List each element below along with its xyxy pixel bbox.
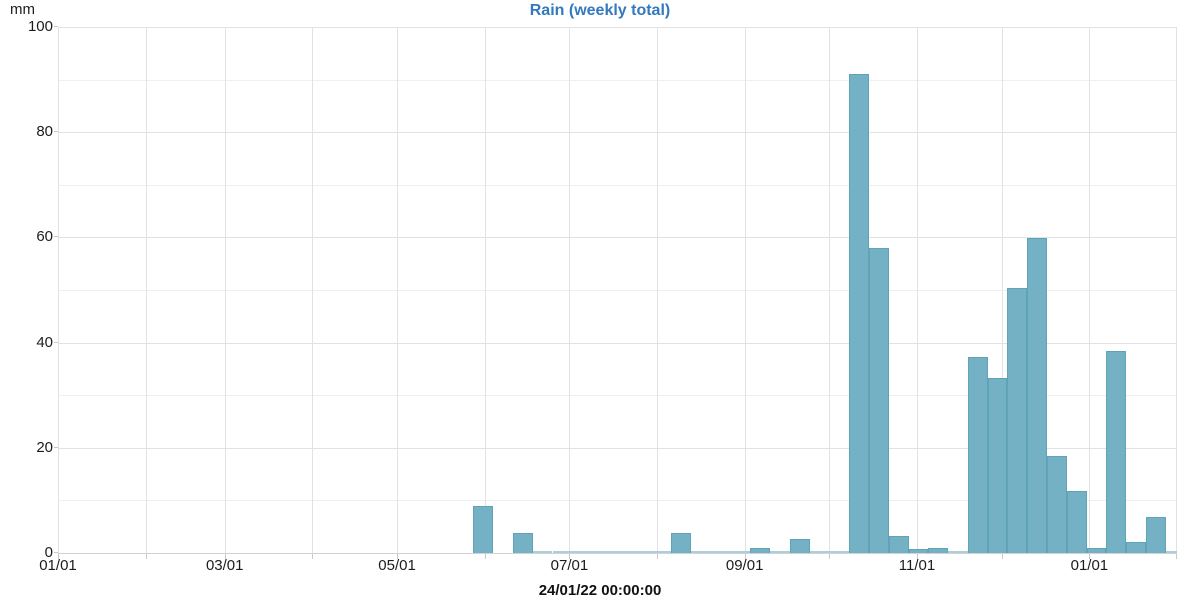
- gridline-vertical: [145, 27, 147, 553]
- y-axis-tick-mark: [54, 341, 58, 343]
- rain-bar-week-49[interactable]: [1027, 238, 1047, 553]
- rain-bar-week-48[interactable]: [1007, 287, 1028, 553]
- rain-bar-week-21[interactable]: [473, 505, 494, 553]
- rain-bar-week-46[interactable]: [967, 356, 988, 553]
- rain-bar-week-31[interactable]: [671, 533, 691, 553]
- gridline-vertical: [569, 27, 571, 553]
- footer-timestamp: 24/01/22 00:00:00: [538, 582, 662, 599]
- y-axis-tick-label: 20: [36, 438, 53, 456]
- gridline-horizontal: [58, 132, 1177, 134]
- y-axis-tick-label: 80: [36, 123, 53, 141]
- x-axis-tick-mark: [1176, 554, 1177, 559]
- gridline-horizontal: [58, 237, 1177, 239]
- plot-area[interactable]: [58, 27, 1177, 553]
- x-axis-tick-label: 01/01: [1070, 557, 1109, 574]
- x-axis-tick-label: 01/01: [39, 557, 77, 574]
- x-axis-tick-mark: [224, 554, 226, 559]
- gridline-horizontal: [58, 79, 1177, 81]
- rain-bar-week-27[interactable]: [592, 551, 612, 553]
- rain-bar-week-55[interactable]: [1145, 516, 1166, 553]
- gridline-vertical: [1001, 27, 1003, 553]
- rain-bar-week-42[interactable]: [888, 535, 909, 553]
- rain-bar-week-28[interactable]: [611, 551, 632, 553]
- rain-bar-week-25[interactable]: [552, 551, 573, 553]
- x-axis-tick-mark: [484, 554, 486, 559]
- gridline-horizontal: [58, 395, 1177, 397]
- gridline-vertical: [397, 27, 399, 553]
- rain-bar-week-38[interactable]: [809, 551, 830, 553]
- y-axis-tick-label: 60: [36, 228, 53, 246]
- gridline-vertical: [657, 27, 659, 553]
- x-axis-tick-mark: [829, 554, 831, 559]
- gridline-vertical: [484, 27, 486, 553]
- gridline-vertical: [917, 27, 919, 553]
- y-axis-tick-label: 0: [44, 544, 53, 561]
- rain-bar-week-51[interactable]: [1066, 491, 1087, 553]
- x-axis-tick-mark: [917, 554, 919, 559]
- x-axis-tick-mark: [145, 554, 147, 559]
- rain-bar-week-50[interactable]: [1047, 455, 1067, 553]
- gridline-horizontal: [58, 500, 1177, 502]
- gridline-vertical: [58, 27, 59, 553]
- gridline-vertical: [829, 27, 831, 553]
- rain-bar-week-39[interactable]: [829, 551, 850, 553]
- gridline-vertical: [312, 27, 314, 553]
- x-axis-tick-label: 09/01: [725, 557, 764, 574]
- y-axis-tick-label: 40: [36, 333, 53, 351]
- rain-bar-week-23[interactable]: [512, 533, 533, 553]
- rain-bar-week-29[interactable]: [631, 551, 652, 553]
- rain-bar-week-44[interactable]: [928, 547, 949, 553]
- rain-bar-week-53[interactable]: [1106, 350, 1127, 553]
- gridline-vertical: [224, 27, 226, 553]
- rain-bar-week-54[interactable]: [1126, 542, 1146, 553]
- x-axis-tick-label: 07/01: [550, 557, 589, 574]
- x-axis-tick-mark: [312, 554, 314, 559]
- rain-bar-week-36[interactable]: [770, 551, 790, 553]
- rain-bar-week-32[interactable]: [690, 551, 711, 553]
- rain-bar-week-33[interactable]: [710, 551, 731, 553]
- rain-bar-week-45[interactable]: [948, 551, 968, 553]
- gridline-horizontal: [58, 447, 1177, 449]
- gridline-horizontal: [58, 290, 1177, 291]
- gridline-vertical: [1089, 27, 1091, 553]
- rain-bar-week-35[interactable]: [750, 547, 771, 553]
- rain-bar-week-56[interactable]: [1165, 551, 1177, 553]
- x-axis-line: [58, 553, 1177, 554]
- x-axis-tick-label: 11/01: [898, 557, 936, 574]
- rain-bar-week-26[interactable]: [572, 551, 593, 553]
- gridline-vertical: [1176, 27, 1177, 553]
- rain-bar-week-34[interactable]: [730, 551, 751, 553]
- gridline-horizontal: [58, 342, 1177, 344]
- x-axis-tick-mark: [1089, 554, 1091, 559]
- y-axis-tick-mark: [54, 446, 58, 448]
- x-axis-tick-mark: [569, 554, 571, 559]
- gridline-vertical: [744, 27, 746, 553]
- gridline-horizontal: [58, 184, 1177, 186]
- x-axis-tick-label: 03/01: [205, 557, 244, 574]
- rain-bar-week-41[interactable]: [868, 247, 889, 553]
- rain-bar-week-30[interactable]: [651, 551, 672, 553]
- y-axis-tick-mark: [54, 552, 58, 553]
- rain-bar-week-40[interactable]: [849, 74, 869, 553]
- rain-bar-week-43[interactable]: [908, 549, 929, 553]
- chart-title: Rain (weekly total): [529, 2, 671, 19]
- y-axis-tick-mark: [54, 26, 58, 27]
- rain-bar-week-47[interactable]: [987, 378, 1008, 553]
- gridline-horizontal: [58, 27, 1177, 28]
- y-axis-tick-mark: [54, 131, 58, 133]
- x-axis-tick-mark: [657, 554, 659, 559]
- x-axis-tick-mark: [744, 554, 746, 559]
- y-axis-tick-mark: [54, 236, 58, 238]
- x-axis-tick-mark: [1001, 554, 1003, 559]
- x-axis-tick-label: 05/01: [378, 557, 416, 574]
- y-axis-tick-label: 100: [27, 18, 53, 35]
- x-axis-tick-mark: [58, 554, 59, 559]
- y-axis-unit-label: mm: [10, 1, 35, 18]
- x-axis-tick-mark: [397, 554, 399, 559]
- rain-bar-week-24[interactable]: [532, 551, 553, 553]
- rain-bar-week-37[interactable]: [789, 538, 810, 553]
- rain-bar-week-52[interactable]: [1086, 548, 1107, 553]
